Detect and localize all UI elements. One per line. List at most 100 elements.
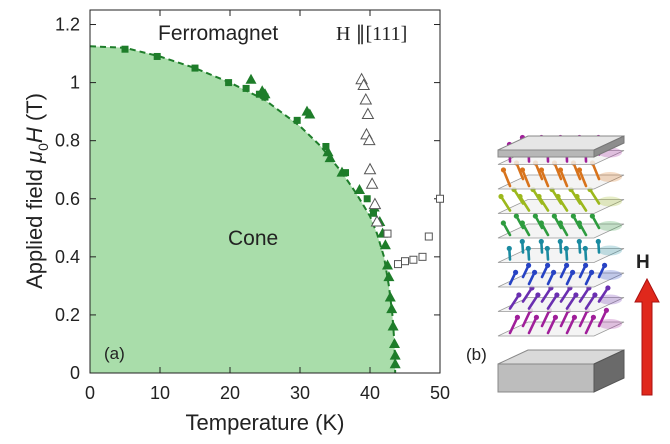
spin-arrow-head xyxy=(563,245,569,252)
cone-label: Cone xyxy=(228,227,278,250)
spin-arrow xyxy=(540,168,550,188)
spin-arrow xyxy=(565,316,576,335)
spin-arrow-head xyxy=(605,285,611,291)
cone-shade xyxy=(598,270,622,280)
filled-triangle-point xyxy=(383,271,395,282)
filled-triangle-point xyxy=(389,337,400,348)
y-tick-label: 1.2 xyxy=(55,15,80,35)
spin-arrow-head xyxy=(570,213,576,219)
filled-square-point xyxy=(121,45,129,53)
y-tick-label: 0.8 xyxy=(55,131,80,151)
substrate-block-front xyxy=(497,363,595,393)
spin-arrow-head xyxy=(551,213,557,219)
cone-shade xyxy=(598,245,622,256)
spin-arrow xyxy=(527,293,540,310)
spin-arrow-head xyxy=(544,262,551,268)
spin-arrow-head xyxy=(533,314,540,320)
open-square-point xyxy=(409,255,418,264)
open-triangle-point xyxy=(370,214,384,227)
cone-shade xyxy=(598,319,622,329)
spin-arrow xyxy=(515,161,525,181)
x-tick-label: 0 xyxy=(85,383,95,403)
open-triangle-point xyxy=(368,197,382,210)
spin-arrow-head xyxy=(519,238,525,245)
spin-arrow-head xyxy=(538,238,544,245)
y-axis-label-unit: (T) xyxy=(22,93,47,127)
spin-arrow xyxy=(559,168,569,188)
spin-arrow xyxy=(546,293,559,310)
ferromagnet-label: Ferromagnet xyxy=(158,22,278,45)
cone-shade xyxy=(598,221,622,231)
x-tick-label: 40 xyxy=(360,383,380,403)
spin-arrow-head xyxy=(550,269,557,275)
field-arrow xyxy=(634,277,660,396)
spin-arrow-head xyxy=(532,213,538,219)
filled-triangle-point xyxy=(324,152,336,163)
x-axis-label: Temperature (K) xyxy=(186,410,345,435)
spin-arrow-head xyxy=(601,262,608,268)
open-triangle-point xyxy=(363,162,377,175)
top-cap-front xyxy=(497,149,595,158)
spin-arrow xyxy=(521,286,534,303)
spin-arrow-head xyxy=(500,220,506,226)
cone-region-fill xyxy=(90,46,396,374)
spin-arrow xyxy=(559,286,572,303)
x-tick-label: 10 xyxy=(150,383,170,403)
spin-arrow xyxy=(508,316,519,335)
spin-arrow xyxy=(521,168,531,188)
filled-square-point xyxy=(153,52,161,60)
spin-arrow-head xyxy=(513,213,519,219)
filled-square-point xyxy=(293,116,301,124)
y-tick-label: 0.4 xyxy=(55,247,80,267)
spin-arrow-head xyxy=(535,292,541,298)
spin-arrow xyxy=(502,168,512,188)
open-triangle-point xyxy=(365,177,379,189)
spin-arrow xyxy=(578,286,591,303)
filled-triangle-point xyxy=(304,108,316,119)
spin-arrow-head xyxy=(506,245,512,252)
cone-shade xyxy=(598,294,622,305)
spin-arrow xyxy=(499,195,512,212)
axis-ticks: 0 10 20 30 40 50 0 0.2 0.4 0.6 0.8 1 1.2 xyxy=(55,10,450,403)
y-axis-label-prefix: Applied field xyxy=(22,163,47,289)
spin-arrow xyxy=(565,293,578,310)
spin-arrow xyxy=(540,286,553,303)
spin-arrow-head xyxy=(500,167,507,173)
spin-arrow-head xyxy=(554,292,560,298)
spin-arrow xyxy=(521,309,532,328)
open-triangle-point xyxy=(362,133,376,146)
spin-arrow xyxy=(597,309,608,328)
open-square-point xyxy=(394,260,402,269)
spin-arrow-head xyxy=(498,193,504,200)
spin-arrow-head xyxy=(603,307,610,313)
spin-arrow xyxy=(550,188,563,205)
filled-square-point xyxy=(191,64,199,72)
y-tick-label: 0.6 xyxy=(55,189,80,209)
spin-arrow-head xyxy=(589,213,595,219)
filled-square-point xyxy=(225,79,233,87)
spin-planes xyxy=(497,134,625,337)
spin-arrow xyxy=(531,188,544,205)
open-square-point xyxy=(436,194,444,203)
spin-arrow xyxy=(578,168,588,188)
spin-arrow-head xyxy=(544,245,550,252)
spin-cone-schematic: H (b) xyxy=(466,134,660,396)
spin-arrow xyxy=(584,316,595,335)
y-tick-label: 1 xyxy=(70,73,80,93)
y-tick-label: 0.2 xyxy=(55,305,80,325)
spin-arrow-head xyxy=(590,314,597,320)
filled-triangle-point xyxy=(245,73,257,84)
filled-square-point xyxy=(322,142,330,150)
filled-triangle-point xyxy=(389,349,401,360)
filled-square-point xyxy=(242,84,250,92)
spin-arrow-head xyxy=(582,262,589,268)
open-square-point xyxy=(401,257,409,266)
spin-arrow-head xyxy=(512,269,519,275)
spin-arrow xyxy=(572,161,582,181)
spin-arrow-head xyxy=(514,314,521,320)
substrate-block-side xyxy=(593,349,625,393)
filled-triangle-point xyxy=(384,291,396,302)
filled-triangle-point xyxy=(386,303,398,314)
